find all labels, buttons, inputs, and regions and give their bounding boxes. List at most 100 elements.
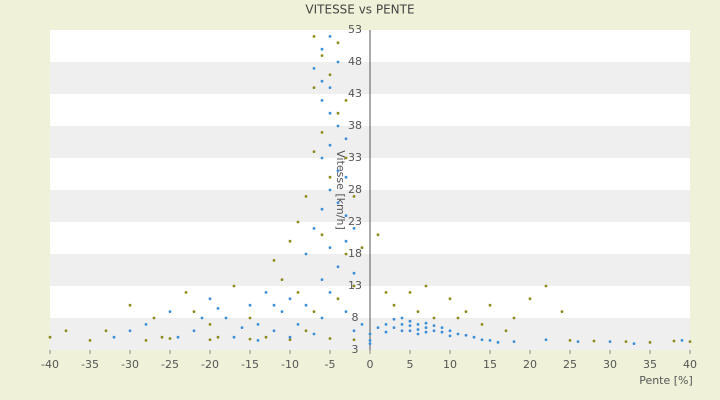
point <box>304 252 308 256</box>
point <box>440 326 444 329</box>
x-tick-label: 15 <box>483 358 497 371</box>
point <box>336 124 340 128</box>
point <box>416 310 420 313</box>
point <box>288 297 292 301</box>
point <box>576 340 580 344</box>
point <box>432 324 436 328</box>
y-tick-label: 18 <box>348 247 362 260</box>
point <box>280 310 284 313</box>
point <box>312 150 316 154</box>
x-tick-label: -35 <box>81 358 99 371</box>
point <box>336 201 340 205</box>
point <box>64 329 68 333</box>
point <box>168 337 172 340</box>
x-tick-label: -15 <box>241 358 259 371</box>
point <box>400 329 404 333</box>
point <box>312 227 316 230</box>
point <box>408 324 412 328</box>
point <box>488 303 492 307</box>
point <box>248 337 252 341</box>
point <box>408 329 412 333</box>
point <box>456 332 460 336</box>
point <box>416 332 420 336</box>
point <box>464 333 468 337</box>
point <box>288 338 292 342</box>
point <box>568 339 572 342</box>
point <box>304 329 308 333</box>
point <box>624 340 628 344</box>
point <box>392 317 396 321</box>
point <box>144 323 148 326</box>
point <box>168 310 172 313</box>
point <box>320 233 324 237</box>
y-tick-label: 33 <box>348 151 362 164</box>
point <box>320 131 324 134</box>
point <box>208 297 212 301</box>
point <box>232 284 236 288</box>
point <box>680 339 684 342</box>
point <box>424 330 428 334</box>
point <box>632 342 636 345</box>
y-tick-label: 8 <box>352 311 359 324</box>
point <box>368 339 372 342</box>
point <box>216 307 220 310</box>
point <box>344 239 348 243</box>
chart-title: VITESSE vs PENTE <box>305 3 414 17</box>
point <box>480 323 484 326</box>
point <box>384 291 388 294</box>
point <box>296 323 300 326</box>
point <box>368 342 372 345</box>
point <box>328 246 332 250</box>
point <box>480 338 484 342</box>
point <box>496 340 500 344</box>
point <box>312 332 316 336</box>
point <box>440 330 444 334</box>
point <box>424 284 428 288</box>
point <box>352 195 356 198</box>
point <box>336 60 340 64</box>
x-tick-label: 5 <box>407 358 414 371</box>
point <box>320 54 324 57</box>
point <box>448 329 452 333</box>
point <box>448 297 452 301</box>
x-axis-label: Pente [%] <box>639 374 693 387</box>
point <box>48 335 52 339</box>
x-tick-label: 10 <box>443 358 457 371</box>
point <box>512 340 516 344</box>
point <box>424 321 428 325</box>
point <box>416 323 420 326</box>
x-tick-label: -5 <box>325 358 336 371</box>
point <box>264 335 268 339</box>
point <box>384 330 388 334</box>
point <box>392 303 396 307</box>
point <box>408 319 412 323</box>
point <box>352 284 356 288</box>
point <box>672 339 676 343</box>
point <box>344 99 348 102</box>
point <box>328 143 332 147</box>
point <box>176 335 180 339</box>
point <box>360 246 364 250</box>
point <box>192 329 196 333</box>
y-tick-label: 53 <box>348 23 362 36</box>
x-tick-label: 25 <box>563 358 577 371</box>
point <box>128 329 132 333</box>
point <box>392 326 396 329</box>
y-tick-label: 28 <box>348 183 362 196</box>
point <box>504 329 508 333</box>
point <box>352 227 356 230</box>
point <box>464 310 468 313</box>
point <box>208 323 212 326</box>
y-tick-label: 3 <box>352 343 359 356</box>
point <box>344 252 348 256</box>
point <box>272 329 276 333</box>
point <box>208 338 212 342</box>
x-tick-label: -20 <box>201 358 219 371</box>
point <box>320 47 324 51</box>
point <box>232 335 236 339</box>
point <box>560 310 564 313</box>
point <box>320 316 324 320</box>
point <box>344 137 348 141</box>
point <box>344 310 348 313</box>
point <box>336 265 340 269</box>
